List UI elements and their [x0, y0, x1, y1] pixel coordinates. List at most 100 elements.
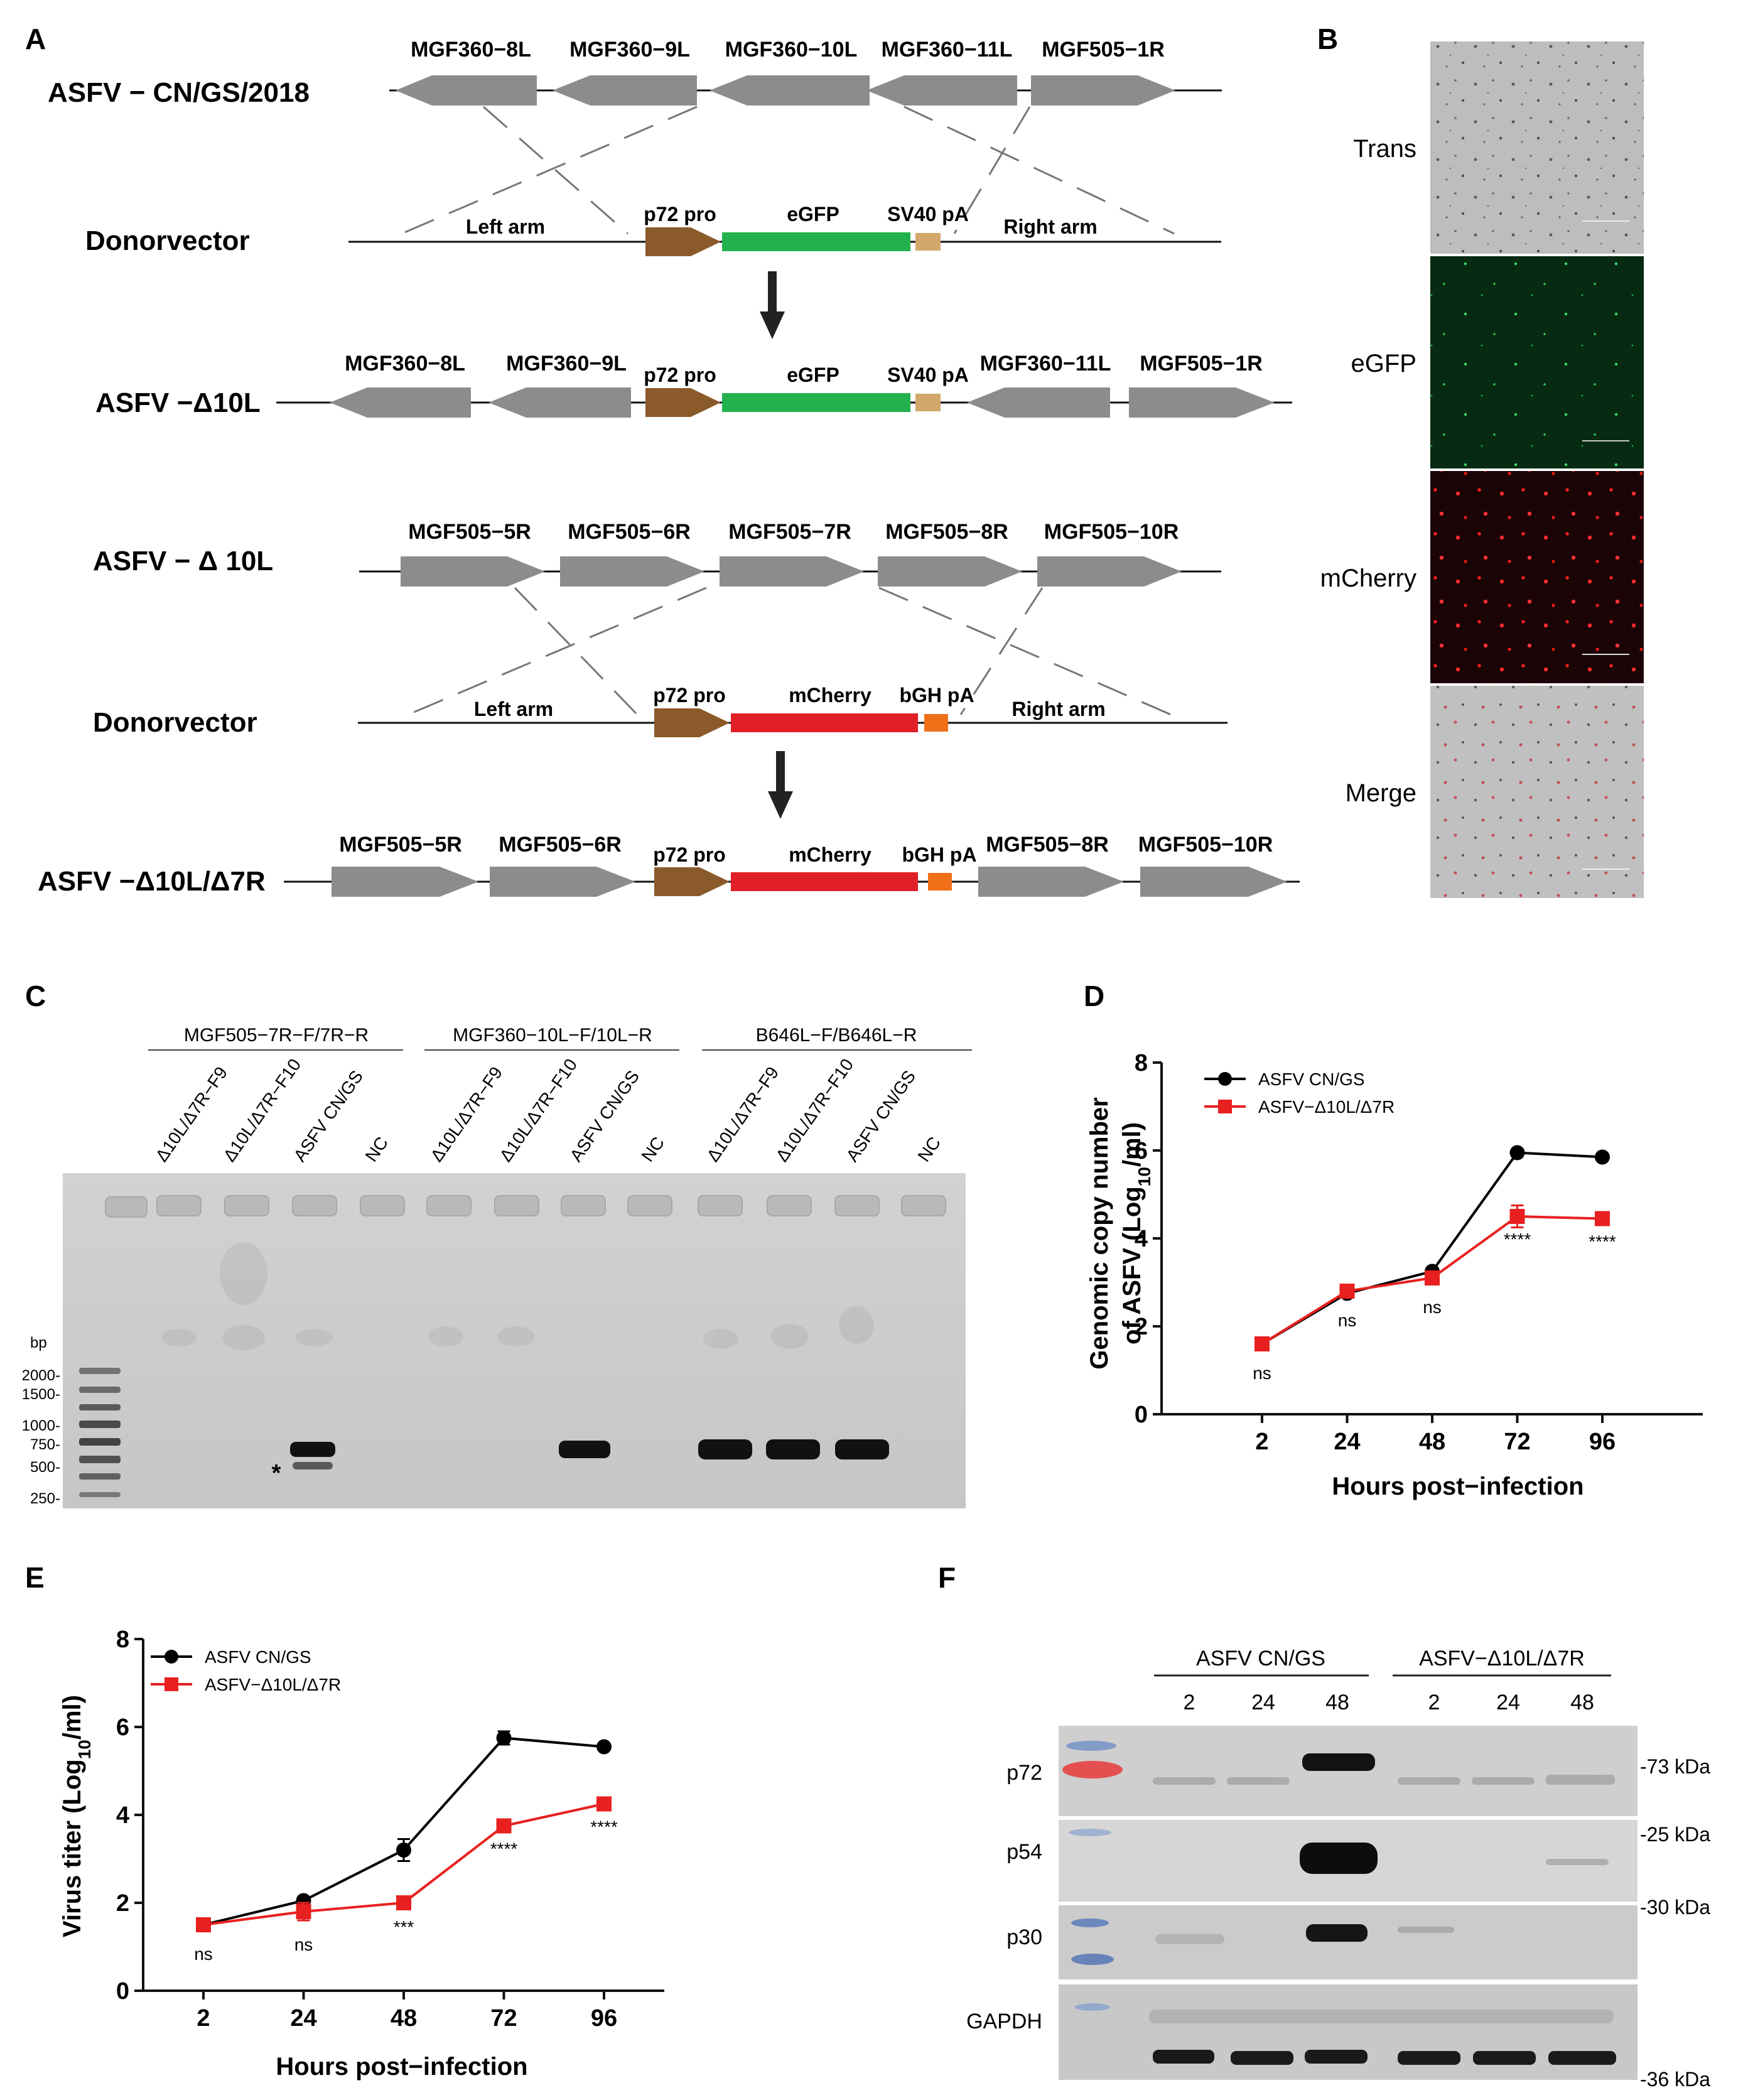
data-point: [1509, 1209, 1525, 1224]
x-tick-label: 24: [1334, 1429, 1360, 1455]
gel-smears: [161, 1242, 874, 1350]
gene-arrow-mgf360-10l: [709, 75, 870, 106]
gene-arrow-mgf505-6r: [560, 556, 704, 587]
x-tick-label: 2: [197, 2005, 210, 2032]
y-tick-label: 2: [1135, 1314, 1148, 1340]
x-tick-label: 48: [1419, 1429, 1445, 1455]
lane-label: Δ10L/Δ7R−F9: [703, 1063, 783, 1166]
y-tick-label: 4: [116, 1802, 129, 1829]
lane-label: NC: [914, 1134, 945, 1166]
x-axis-label: Hours post−infection: [1332, 1473, 1583, 1500]
y-axis-label: Virus titer (Log10/ml): [58, 1695, 94, 1937]
primer-group-label: MGF505−7R−F/7R−R: [184, 1025, 369, 1046]
data-point: [296, 1904, 311, 1919]
size-marker-73kda: -73 kDa: [1640, 1755, 1710, 1778]
bgh-pa-box: [924, 714, 948, 732]
marker-band: [1075, 2003, 1110, 2011]
panel-c-gel: MGF505−7R−F/7R−R MGF360−10L−F/10L−R B646…: [22, 1025, 972, 1508]
y-tick-label: 4: [1135, 1226, 1148, 1252]
y-axis-label-line2: of ASFV (Log10/ml): [1118, 1122, 1154, 1345]
asterisk-marker: *: [272, 1460, 281, 1486]
egfp-box: [722, 393, 910, 412]
size-marker-25kda: -25 kDa: [1640, 1823, 1710, 1846]
x-tick-label: 96: [591, 2005, 617, 2032]
legend-label: ASFV CN/GS: [1258, 1069, 1365, 1089]
blot-strip-p30: [1059, 1905, 1637, 1979]
x-tick-label: 24: [290, 2005, 316, 2032]
y-tick-label: 8: [116, 1626, 129, 1653]
process-arrow-head: [760, 311, 785, 339]
significance-label: ns: [1338, 1311, 1357, 1330]
lane-label: ASFV CN/GS: [290, 1067, 367, 1166]
legend-marker: [1218, 1100, 1232, 1113]
row-label-donorvector-1: Donorvector: [85, 225, 250, 256]
ladder-mark: 2000-: [22, 1367, 60, 1384]
panel-letter-b: B: [1317, 23, 1338, 55]
gene-arrow-mgf505-6r: [490, 867, 635, 897]
polya-label: SV40 pA: [887, 203, 969, 225]
left-arm-label: Left arm: [474, 698, 553, 720]
gene-label: MGF360−9L: [569, 38, 690, 62]
row-label-asfv-d10l-d7r: ASFV −Δ10L/Δ7R: [38, 866, 266, 897]
x-tick-label: 48: [391, 2005, 417, 2032]
timepoint-label: 24: [1496, 1691, 1520, 1714]
recombination-lines: [401, 106, 1175, 235]
legend-label: ASFV−Δ10L/Δ7R: [1258, 1097, 1395, 1117]
data-point: [496, 1818, 512, 1834]
y-tick-label: 0: [116, 1978, 129, 2005]
ladder-mark: 250-: [30, 1490, 60, 1507]
gene-label: MGF505−10R: [1138, 833, 1273, 857]
gene-arrow-mgf505-5r: [332, 867, 478, 897]
gene-arrow-mgf505-7r: [720, 556, 864, 587]
x-tick-label: 72: [490, 2005, 517, 2032]
polya-label: bGH pA: [899, 684, 974, 706]
panel-b-microscopy: Trans eGFP mCherry Merge: [1320, 41, 1644, 898]
panel-f-western-blot: ASFV CN/GS ASFV−Δ10L/Δ7R 2 24 48 2 24 48: [966, 1647, 1710, 2091]
promoter-label: p72 pro: [653, 843, 726, 866]
promoter-label: p72 pro: [644, 364, 716, 386]
gene-arrow-mgf360-8l: [330, 387, 471, 418]
gene-label: MGF360−11L: [882, 38, 1013, 62]
significance-label: ns: [194, 1944, 213, 1964]
band-asfv-cngs-b646l: [835, 1439, 889, 1459]
x-tick-label: 96: [1589, 1429, 1616, 1455]
bgh-pa-box: [928, 873, 952, 890]
gene-label: MGF505−1R: [1042, 38, 1165, 62]
panel-letter-d: D: [1084, 980, 1104, 1012]
data-point: [196, 1917, 211, 1932]
mcherry-box: [731, 713, 918, 732]
gene-label: MGF505−8R: [986, 833, 1109, 857]
gene-arrow-mgf505-8r: [878, 556, 1022, 587]
polya-label: bGH pA: [902, 843, 976, 866]
lane-label: Δ10L/Δ7R−F10: [772, 1055, 858, 1165]
gene-arrow-mgf505-5r: [401, 556, 545, 587]
timepoint-label: 2: [1428, 1691, 1440, 1714]
marker-band: [1062, 1761, 1123, 1778]
significance-label: ns: [294, 1935, 313, 1954]
legend-label: ASFV−Δ10L/Δ7R: [205, 1675, 341, 1694]
process-arrow-shaft: [776, 751, 785, 795]
significance-label: ****: [1589, 1232, 1616, 1252]
channel-label-egfp: eGFP: [1351, 350, 1416, 377]
channel-label-trans: Trans: [1353, 135, 1416, 163]
band-asfv-cngs-10l: [559, 1441, 610, 1458]
promoter-label: p72 pro: [653, 684, 726, 706]
lane-label: ASFV CN/GS: [843, 1067, 920, 1166]
gene-label: MGF505−5R: [408, 520, 531, 544]
ladder-mark: 500-: [30, 1459, 60, 1476]
timepoint-label: 24: [1251, 1691, 1275, 1714]
x-tick-label: 72: [1504, 1429, 1530, 1455]
panel-letter-a: A: [25, 23, 46, 55]
lane-label: Δ10L/Δ7R−F9: [152, 1063, 232, 1166]
panel-letter-f: F: [938, 1561, 956, 1594]
gene-arrow-mgf505-1r: [1031, 75, 1175, 106]
sv40-pa-box: [915, 394, 941, 411]
chart-series: ns ns***********: [194, 1730, 618, 1964]
promoter-arrow-p72: [645, 227, 721, 256]
lane-label: ASFV CN/GS: [566, 1067, 644, 1166]
gene-label: MGF505−6R: [568, 520, 691, 544]
right-arm-label: Right arm: [1003, 215, 1097, 238]
